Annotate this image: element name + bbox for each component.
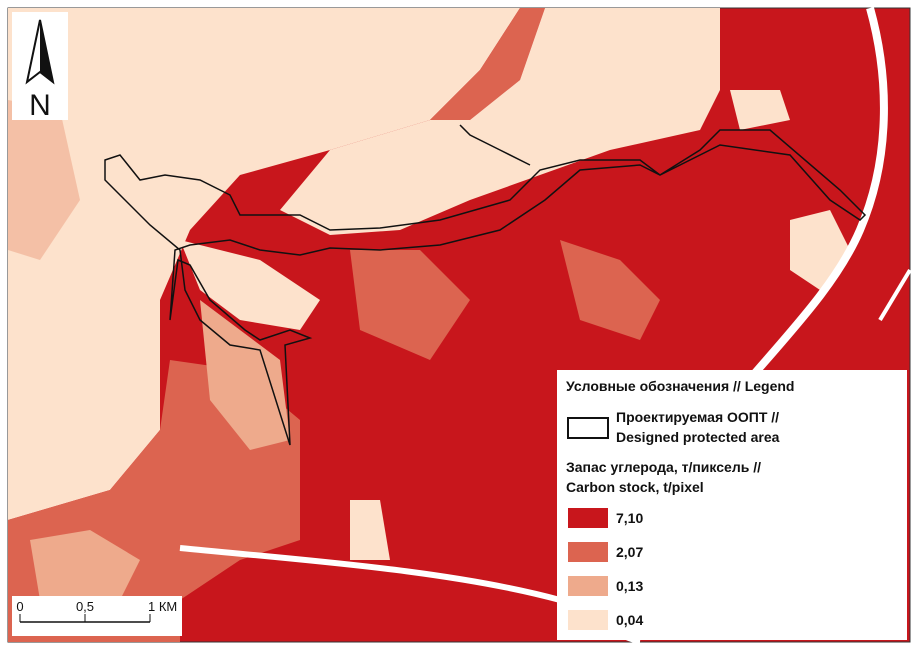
legend-title: Условные обозначения // Legend — [566, 378, 794, 394]
boundary-label: Designed protected area — [616, 429, 780, 445]
carbon-label: 0,13 — [616, 578, 643, 594]
carbon-swatch — [568, 542, 608, 562]
land-cover — [8, 8, 850, 642]
carbon-label: 2,07 — [616, 544, 643, 560]
boundary-label: Проектируемая ООПТ // — [616, 409, 779, 425]
carbon-title: Запас углерода, т/пиксель // — [566, 459, 761, 475]
carbon-swatch — [568, 508, 608, 528]
scale-bar-label: 0,5 — [76, 599, 94, 614]
north-arrow-half — [40, 20, 53, 82]
north-label: N — [29, 89, 51, 122]
boundary-swatch — [567, 417, 609, 439]
scale-bar-box — [12, 596, 182, 636]
protected-area-boundary — [104, 124, 867, 446]
scale-bar: 0 0,5 1 КМ — [12, 596, 182, 636]
scale-bar-label: 0 — [16, 599, 23, 614]
carbon-swatch — [568, 610, 608, 630]
carbon-label: 0,04 — [616, 612, 643, 628]
legend: Условные обозначения // Legend Проектиру… — [557, 370, 907, 640]
legend-box — [557, 370, 907, 640]
north-arrow: N — [12, 12, 68, 122]
carbon-swatch — [568, 576, 608, 596]
carbon-label: 7,10 — [616, 510, 643, 526]
scale-bar-label: 1 КМ — [148, 599, 177, 614]
carbon-title: Carbon stock, t/pixel — [566, 479, 704, 495]
